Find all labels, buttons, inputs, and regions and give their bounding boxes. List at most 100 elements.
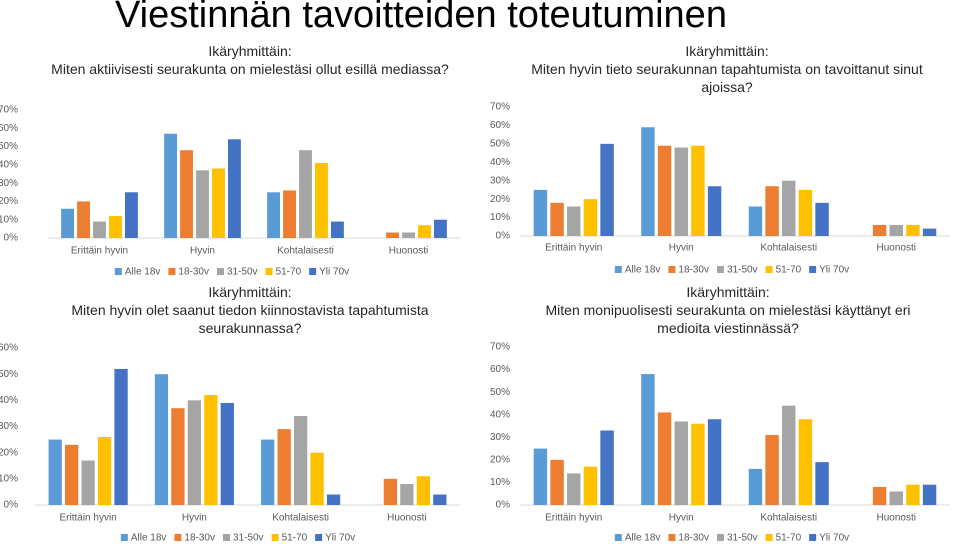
bar	[212, 168, 225, 238]
bar	[922, 228, 937, 236]
legend-swatch	[174, 534, 182, 541]
bar	[691, 145, 705, 236]
y-tick-label: 50%	[0, 141, 18, 152]
chart-subtitle: Miten aktiivisesti seurakunta on mielest…	[51, 61, 449, 77]
bar	[815, 462, 829, 505]
bar	[277, 429, 291, 505]
legend-swatch	[222, 534, 230, 541]
x-tick-label: Huonosti	[389, 246, 428, 257]
legend-label: 51-70	[276, 267, 302, 278]
bar	[533, 448, 548, 505]
bar	[691, 423, 705, 505]
bar	[416, 476, 430, 505]
bar	[641, 127, 655, 236]
bar	[707, 419, 722, 505]
bar	[267, 192, 281, 238]
x-tick-label: Kohtalaisesti	[760, 513, 817, 524]
legend-label: 31-50v	[233, 533, 264, 544]
bar	[299, 150, 312, 238]
y-tick-label: 70%	[0, 105, 18, 116]
legend-swatch	[765, 534, 773, 541]
legend-swatch	[668, 534, 676, 541]
bar	[61, 208, 75, 238]
y-tick-label: 30%	[490, 432, 510, 443]
y-tick-label: 60%	[0, 343, 18, 354]
y-tick-label: 50%	[490, 138, 510, 149]
bar	[187, 400, 202, 505]
y-tick-label: 0%	[496, 500, 511, 511]
legend-swatch	[216, 268, 224, 275]
legend-swatch	[265, 268, 273, 275]
y-tick-label: 60%	[490, 120, 510, 131]
bar	[418, 225, 431, 238]
y-tick-label: 40%	[490, 157, 510, 168]
chart-title: Ikäryhmittäin:	[686, 284, 770, 300]
bar	[310, 452, 324, 505]
bar	[283, 190, 296, 238]
bar	[872, 224, 887, 236]
bar	[765, 186, 779, 236]
bar	[330, 221, 344, 238]
y-tick-label: 30%	[0, 178, 18, 189]
x-tick-label: Huonosti	[387, 513, 426, 524]
y-tick-label: 10%	[490, 212, 510, 223]
bar	[600, 430, 614, 505]
bar	[204, 395, 218, 505]
x-tick-label: Erittäin hyvin	[71, 246, 128, 257]
y-tick-label: 0%	[496, 231, 511, 242]
x-tick-label: Hyvin	[669, 513, 694, 524]
bar	[220, 402, 234, 505]
x-tick-label: Kohtalaisesti	[277, 246, 334, 257]
bar	[227, 139, 241, 238]
y-tick-label: 0%	[4, 500, 19, 511]
x-tick-label: Hyvin	[182, 513, 207, 524]
bar	[782, 405, 796, 505]
bar	[748, 206, 763, 236]
chart-title: Ikäryhmittäin:	[685, 43, 769, 59]
legend-label: Yli 70v	[325, 533, 355, 544]
bar	[164, 133, 178, 238]
bar	[583, 199, 598, 236]
bar	[872, 486, 887, 505]
bar	[81, 460, 95, 505]
x-tick-label: Hyvin	[669, 243, 694, 254]
y-tick-label: 70%	[490, 102, 510, 113]
y-tick-label: 20%	[490, 194, 510, 205]
bar	[906, 224, 920, 236]
bar	[782, 180, 796, 236]
legend-label: 51-70	[282, 533, 308, 544]
legend-label: Yli 70v	[319, 267, 349, 278]
y-tick-label: 0%	[4, 233, 19, 244]
y-tick-label: 50%	[0, 369, 18, 380]
bar	[261, 439, 275, 505]
legend-swatch	[120, 534, 128, 541]
y-tick-label: 30%	[490, 175, 510, 186]
bar	[765, 435, 779, 505]
legend-swatch	[271, 534, 279, 541]
bar	[567, 206, 581, 236]
bar	[293, 416, 308, 505]
y-tick-label: 20%	[0, 196, 18, 207]
bar	[154, 374, 169, 505]
legend-label: 18-30v	[184, 533, 215, 544]
legend-swatch	[168, 268, 176, 275]
chart-subtitle: Miten hyvin tieto seurakunnan tapahtumis…	[531, 61, 923, 95]
y-tick-label: 60%	[490, 364, 510, 375]
bar	[315, 163, 328, 238]
legend-swatch	[114, 268, 122, 275]
x-tick-label: Huonosti	[877, 243, 916, 254]
bar	[657, 145, 672, 236]
y-tick-label: 40%	[0, 395, 18, 406]
legend-swatch	[716, 534, 724, 541]
y-tick-label: 20%	[0, 447, 18, 458]
bar	[124, 192, 138, 238]
bar	[657, 412, 672, 505]
bar	[97, 436, 112, 505]
bar	[402, 232, 415, 238]
bar	[922, 484, 937, 505]
bar	[815, 202, 829, 236]
bar	[433, 219, 447, 238]
legend-swatch	[809, 266, 817, 273]
x-tick-label: Kohtalaisesti	[272, 513, 329, 524]
